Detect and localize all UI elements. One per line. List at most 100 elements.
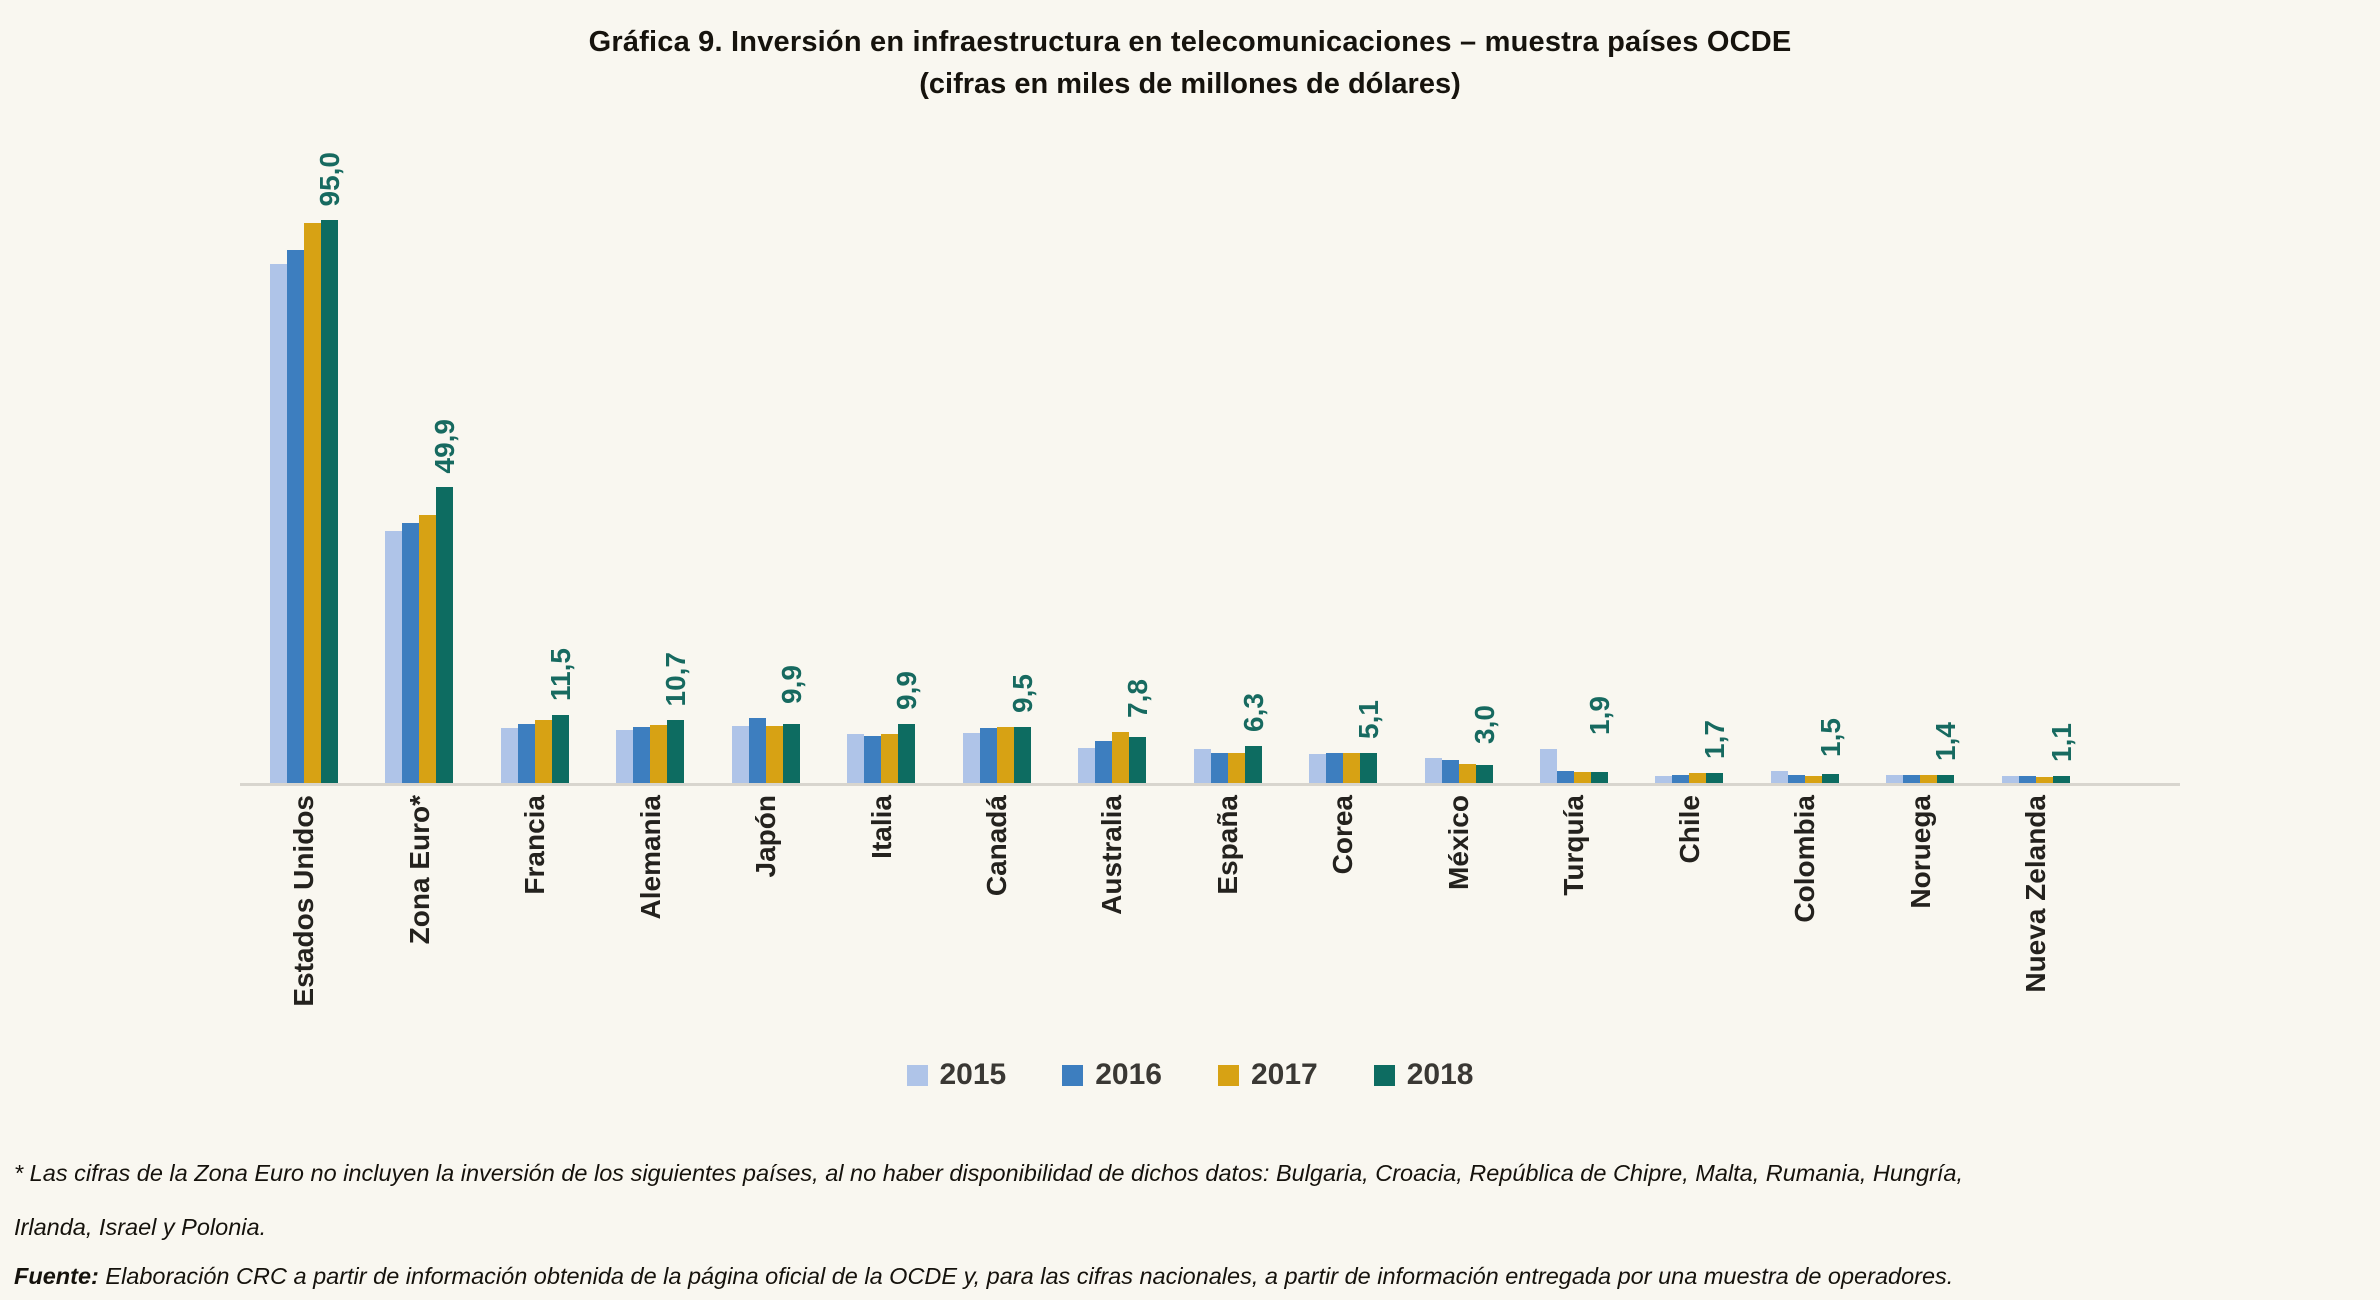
category-cell-10: México [1425,795,1493,890]
value-label: 9,9 [891,671,923,710]
bar-2017 [881,734,899,783]
bar-2018 [1590,772,1608,783]
bar-2017 [304,223,321,783]
bar-group-14: 1,4 [1886,722,1961,783]
bar-2015 [1424,758,1442,783]
bar-2015 [1886,775,1904,783]
bar-2017 [1458,764,1476,783]
bar-group-5: 9,9 [847,671,922,783]
chart-title: Gráfica 9. Inversión en infraestructura … [588,26,1792,58]
category-label: Alemania [634,795,666,920]
category-cell-5: Italia [847,795,915,859]
bar-group-9: 5,1 [1309,700,1384,783]
category-label: Colombia [1789,795,1821,923]
value-label: 9,9 [775,665,807,704]
bar-2016 [748,718,766,783]
bar-2015 [616,730,634,783]
value-label: 1,9 [1583,696,1615,735]
bar-2016 [979,728,997,783]
legend-item-2016: 2016 [1062,1058,1162,1092]
category-label: Estados Unidos [288,795,320,1007]
footnote-source-text: Elaboración CRC a partir de información … [98,1263,1954,1289]
bar-2017 [1112,732,1130,783]
bar-group-6: 9,5 [962,674,1038,783]
category-cell-3: Alemania [616,795,684,920]
legend-swatch [1373,1064,1395,1086]
bar-group-1: 49,9 [385,419,460,783]
bar-2016 [1787,775,1805,783]
legend-item-2017: 2017 [1218,1058,1318,1092]
legend-label: 2018 [1406,1058,1474,1091]
category-label: Francia [519,795,551,895]
bar-2016 [864,736,882,783]
category-label: Noruega [1904,795,1936,909]
bar-2018 [898,724,916,783]
bar-2016 [2018,776,2036,783]
bar-2018 [667,720,685,783]
legend-swatch [906,1064,928,1086]
bar-2015 [1655,776,1673,783]
bar-2018 [1013,727,1031,783]
bar-2015 [962,733,980,783]
bar-group-10: 3,0 [1424,705,1500,783]
bar-2018 [1706,773,1724,783]
value-label: 11,5 [544,648,576,701]
category-label: Canadá [981,795,1013,897]
bar-2017 [534,720,552,783]
value-label: 6,3 [1237,693,1269,732]
bar-groups: 95,0 49,9 11,5 10,7 9,9 9,9 9,5 7,8 6,3 5,1 3,0 1,9… [270,152,2077,783]
category-label: Turquía [1558,795,1590,896]
bar-2017 [2035,777,2053,783]
value-label: 49,9 [429,418,461,474]
legend-swatch [1062,1064,1084,1086]
category-label: España [1211,795,1243,895]
bar-2015 [1193,749,1211,783]
bar-2017 [1573,772,1591,783]
bar-2017 [650,725,668,783]
bar-2015 [1539,749,1557,783]
category-cell-6: Canadá [963,795,1031,896]
bar-2018 [1360,753,1378,783]
bar-group-13: 1,5 [1770,718,1846,783]
legend-item-2015: 2015 [906,1058,1006,1092]
bar-2015 [385,531,403,783]
category-cell-1: Zona Euro* [385,795,453,944]
bar-2015 [1078,748,1096,783]
bar-2016 [1556,771,1574,783]
category-cell-7: Australia [1078,795,1146,915]
category-label: Nueva Zelanda [2020,795,2052,993]
value-label: 95,0 [314,151,345,207]
bar-2015 [1770,771,1788,783]
legend: 2015 2016 2017 2018 [0,1058,2380,1092]
bar-2015 [847,734,865,783]
bar-2018 [1129,737,1147,783]
value-label: 5,1 [1353,700,1385,739]
value-label: 1,1 [2045,723,2077,762]
value-label: 9,5 [1006,674,1038,713]
bar-2016 [1326,753,1344,783]
value-label: 1,7 [1699,720,1731,759]
category-label: Italia [865,795,897,859]
legend-label: 2016 [1095,1058,1162,1091]
bar-2016 [1903,775,1921,783]
bar-2016 [517,724,535,783]
bar-group-4: 9,9 [731,665,807,783]
bar-2016 [1441,760,1459,783]
bar-group-8: 6,3 [1193,693,1269,783]
value-label: 1,5 [1814,718,1846,757]
bar-2016 [402,523,420,783]
bar-group-2: 11,5 [500,648,576,783]
value-label: 7,8 [1122,679,1154,718]
category-cell-2: Francia [501,795,569,895]
category-cell-15: Nueva Zelanda [2002,795,2070,993]
bar-group-0: 95,0 [270,152,345,783]
bar-2017 [1804,776,1822,783]
bar-2016 [633,727,651,783]
category-cell-13: Colombia [1771,795,1839,923]
category-cell-14: Noruega [1886,795,1954,909]
bar-2018 [1475,765,1493,783]
chart-subtitle: (cifras en miles de millones de dólares) [919,68,1461,100]
category-label: Corea [1327,795,1359,875]
category-cell-11: Turquía [1540,795,1608,896]
